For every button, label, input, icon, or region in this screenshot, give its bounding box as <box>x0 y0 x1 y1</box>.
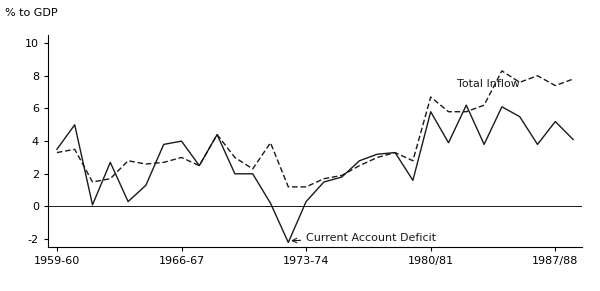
Text: Total Inflow: Total Inflow <box>457 79 520 89</box>
Text: % to GDP: % to GDP <box>5 8 58 18</box>
Text: Current Account Deficit: Current Account Deficit <box>292 233 436 243</box>
